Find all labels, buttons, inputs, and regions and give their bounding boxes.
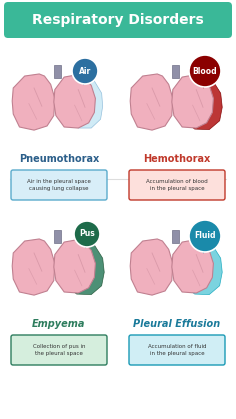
Polygon shape xyxy=(200,247,206,253)
Polygon shape xyxy=(12,239,55,295)
Polygon shape xyxy=(130,74,173,130)
Text: Fluid: Fluid xyxy=(194,232,216,241)
FancyBboxPatch shape xyxy=(11,335,107,365)
Bar xyxy=(172,65,179,78)
FancyBboxPatch shape xyxy=(4,2,232,38)
Text: Hemothorax: Hemothorax xyxy=(143,154,211,164)
FancyBboxPatch shape xyxy=(11,170,107,200)
Bar xyxy=(172,230,179,243)
Circle shape xyxy=(189,220,221,252)
Circle shape xyxy=(74,221,100,247)
Bar xyxy=(54,230,61,243)
Circle shape xyxy=(72,58,98,84)
Polygon shape xyxy=(130,239,173,295)
Text: Air in the pleural space
causing lung collapse: Air in the pleural space causing lung co… xyxy=(27,179,91,191)
Polygon shape xyxy=(68,240,104,295)
Polygon shape xyxy=(12,74,55,130)
Text: Pus: Pus xyxy=(79,230,95,238)
FancyBboxPatch shape xyxy=(129,170,225,200)
Text: Empyema: Empyema xyxy=(32,319,86,329)
Polygon shape xyxy=(172,240,213,293)
Polygon shape xyxy=(200,82,206,88)
Polygon shape xyxy=(172,75,213,128)
Text: Accumulation of fluid
in the pleural space: Accumulation of fluid in the pleural spa… xyxy=(148,344,206,356)
Polygon shape xyxy=(186,75,222,129)
Text: Collection of pus in
the pleural space: Collection of pus in the pleural space xyxy=(33,344,85,356)
Circle shape xyxy=(189,55,221,87)
Text: Pneumothorax: Pneumothorax xyxy=(19,154,99,164)
Polygon shape xyxy=(81,80,86,85)
Polygon shape xyxy=(54,240,95,293)
Text: Blood: Blood xyxy=(193,67,217,75)
Text: Air: Air xyxy=(79,67,91,75)
Polygon shape xyxy=(54,75,95,128)
Text: Accumulation of blood
in the pleural space: Accumulation of blood in the pleural spa… xyxy=(146,179,208,191)
Polygon shape xyxy=(186,240,222,295)
Text: Respiratory Disorders: Respiratory Disorders xyxy=(32,13,204,27)
Polygon shape xyxy=(83,243,88,248)
FancyBboxPatch shape xyxy=(129,335,225,365)
Polygon shape xyxy=(69,75,103,128)
Text: Pleural Effusion: Pleural Effusion xyxy=(133,319,221,329)
Bar xyxy=(54,65,61,78)
